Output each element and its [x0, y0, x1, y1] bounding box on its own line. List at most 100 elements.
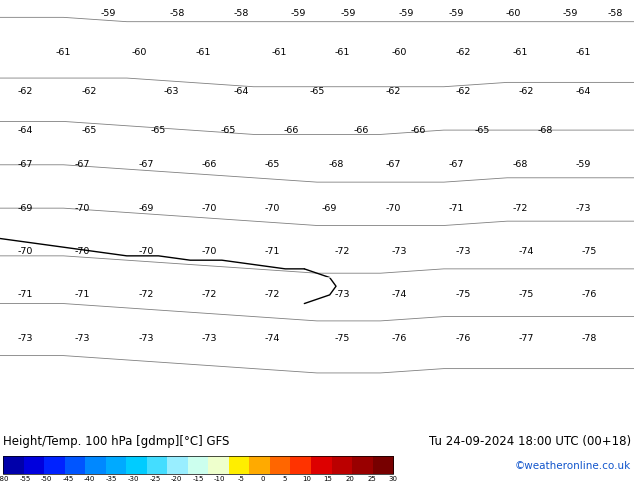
- Bar: [126, 456, 148, 474]
- Text: -65: -65: [309, 87, 325, 96]
- Text: -59: -59: [563, 8, 578, 18]
- Text: -72: -72: [335, 247, 350, 256]
- Bar: [44, 456, 65, 474]
- Bar: [209, 456, 230, 474]
- Text: -69: -69: [322, 204, 337, 213]
- Text: -75: -75: [455, 291, 470, 299]
- Text: -59: -59: [100, 8, 115, 18]
- Text: -73: -73: [455, 247, 470, 256]
- Text: -67: -67: [449, 160, 464, 169]
- Bar: [373, 456, 394, 474]
- Text: -72: -72: [265, 291, 280, 299]
- Text: -61: -61: [512, 48, 527, 56]
- Text: -75: -75: [519, 291, 534, 299]
- Text: -73: -73: [576, 204, 591, 213]
- Bar: [3, 456, 24, 474]
- Text: -45: -45: [63, 476, 74, 483]
- Text: -66: -66: [411, 125, 426, 135]
- Text: -71: -71: [75, 291, 90, 299]
- Text: -61: -61: [576, 48, 591, 56]
- Text: -65: -65: [474, 125, 489, 135]
- Text: -68: -68: [512, 160, 527, 169]
- Text: -65: -65: [81, 125, 96, 135]
- Text: -73: -73: [202, 334, 217, 343]
- Text: 0: 0: [261, 476, 266, 483]
- Text: -60: -60: [132, 48, 147, 56]
- Text: -67: -67: [385, 160, 401, 169]
- Text: -70: -70: [202, 247, 217, 256]
- Bar: [147, 456, 168, 474]
- Text: -68: -68: [538, 125, 553, 135]
- Text: -64: -64: [233, 87, 249, 96]
- Text: -75: -75: [582, 247, 597, 256]
- Text: -62: -62: [81, 87, 96, 96]
- Text: 5: 5: [283, 476, 287, 483]
- Text: -73: -73: [18, 334, 33, 343]
- Text: -62: -62: [385, 87, 401, 96]
- Text: -62: -62: [18, 87, 33, 96]
- Text: -61: -61: [335, 48, 350, 56]
- Text: -76: -76: [392, 334, 407, 343]
- Text: -50: -50: [41, 476, 52, 483]
- Text: -75: -75: [335, 334, 350, 343]
- Text: 10: 10: [302, 476, 311, 483]
- Text: -59: -59: [398, 8, 413, 18]
- Bar: [65, 456, 86, 474]
- Text: ©weatheronline.co.uk: ©weatheronline.co.uk: [515, 461, 631, 471]
- Text: -10: -10: [214, 476, 226, 483]
- Text: -59: -59: [290, 8, 306, 18]
- Text: -55: -55: [19, 476, 30, 483]
- Text: -74: -74: [392, 291, 407, 299]
- Text: -58: -58: [233, 8, 249, 18]
- Bar: [229, 456, 250, 474]
- Text: -64: -64: [18, 125, 33, 135]
- Text: -65: -65: [221, 125, 236, 135]
- Bar: [23, 456, 45, 474]
- Text: Tu 24-09-2024 18:00 UTC (00+18): Tu 24-09-2024 18:00 UTC (00+18): [429, 435, 631, 448]
- Text: -59: -59: [449, 8, 464, 18]
- Text: -63: -63: [164, 87, 179, 96]
- Text: -72: -72: [138, 291, 153, 299]
- Text: -72: -72: [202, 291, 217, 299]
- Bar: [249, 456, 271, 474]
- Text: -76: -76: [455, 334, 470, 343]
- Text: -67: -67: [75, 160, 90, 169]
- Text: -78: -78: [582, 334, 597, 343]
- Text: -66: -66: [202, 160, 217, 169]
- Text: -70: -70: [385, 204, 401, 213]
- Text: -74: -74: [265, 334, 280, 343]
- Text: -62: -62: [455, 87, 470, 96]
- Text: -70: -70: [18, 247, 33, 256]
- Text: -73: -73: [392, 247, 407, 256]
- Text: -71: -71: [18, 291, 33, 299]
- Text: 15: 15: [324, 476, 332, 483]
- Text: -73: -73: [138, 334, 153, 343]
- Bar: [167, 456, 188, 474]
- Text: -60: -60: [506, 8, 521, 18]
- Text: 30: 30: [389, 476, 398, 483]
- Text: -70: -70: [265, 204, 280, 213]
- Bar: [352, 456, 373, 474]
- Text: -25: -25: [149, 476, 160, 483]
- Bar: [106, 456, 127, 474]
- Text: -60: -60: [392, 48, 407, 56]
- Bar: [270, 456, 291, 474]
- Text: -58: -58: [170, 8, 185, 18]
- Text: -67: -67: [18, 160, 33, 169]
- Bar: [332, 456, 353, 474]
- Text: 25: 25: [367, 476, 376, 483]
- Text: -40: -40: [84, 476, 96, 483]
- Text: -70: -70: [75, 204, 90, 213]
- Text: -61: -61: [56, 48, 71, 56]
- Text: -58: -58: [607, 8, 623, 18]
- Text: -69: -69: [138, 204, 153, 213]
- Text: -66: -66: [284, 125, 299, 135]
- Text: -15: -15: [193, 476, 204, 483]
- Text: -71: -71: [449, 204, 464, 213]
- Text: -80: -80: [0, 476, 9, 483]
- Bar: [85, 456, 107, 474]
- Text: -5: -5: [238, 476, 245, 483]
- Text: -67: -67: [138, 160, 153, 169]
- Text: -69: -69: [18, 204, 33, 213]
- Text: -73: -73: [335, 291, 350, 299]
